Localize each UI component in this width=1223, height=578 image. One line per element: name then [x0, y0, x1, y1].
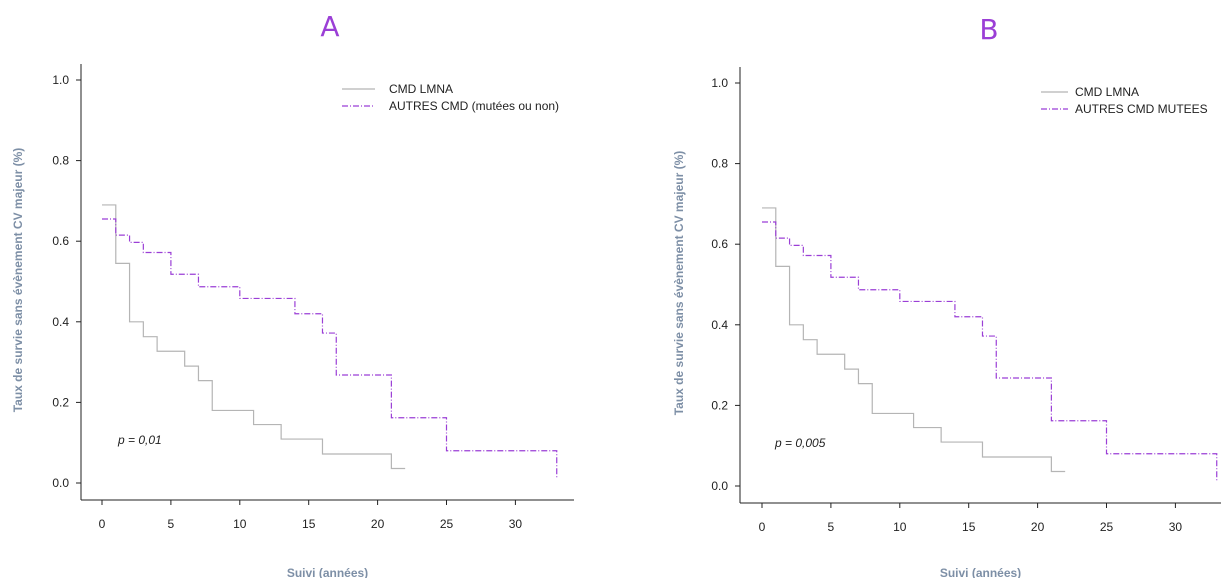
x-tick-label: 10 [893, 520, 907, 534]
x-tick-label: 5 [168, 517, 175, 531]
x-tick-label: 30 [1169, 520, 1183, 534]
y-tick-label: 0.6 [52, 234, 69, 248]
x-tick-label: 10 [233, 517, 247, 531]
x-tick-label: 15 [302, 517, 316, 531]
y-tick-label: 0.8 [711, 157, 728, 171]
legend-label: CMD LMNA [1075, 85, 1139, 99]
x-tick-label: 5 [828, 520, 835, 534]
panel-title: A [320, 10, 339, 43]
p-value-annotation: p = 0,005 [774, 436, 826, 450]
y-tick-label: 0.0 [711, 479, 728, 493]
legend-label: CMD LMNA [389, 82, 453, 96]
y-tick-label: 0.2 [52, 395, 69, 409]
series-lmna-line [762, 207, 1066, 473]
x-tick-label: 30 [509, 517, 523, 531]
y-tick-label: 0.8 [52, 154, 69, 168]
x-tick-label: 15 [962, 520, 976, 534]
chart-panel-b: B 0.0 0.2 0.4 0.6 0.8 1.0 0 5 10 15 20 25 30 Suivi (an… [672, 13, 1221, 578]
chart-panel-a: A 0.0 0.2 0.4 0.6 0.8 1.0 0 5 10 15 20 25 30 Suivi (an… [11, 10, 574, 578]
x-axis-title: Suivi (années) [287, 566, 368, 578]
x-tick-label: 0 [99, 517, 106, 531]
x-tick-label: 20 [1031, 520, 1045, 534]
x-tick-label: 20 [371, 517, 385, 531]
y-tick-label: 0.4 [711, 318, 728, 332]
y-tick-label: 0.2 [711, 398, 728, 412]
p-value-annotation: p = 0,01 [117, 433, 162, 447]
x-tick-label: 25 [440, 517, 454, 531]
legend-label: AUTRES CMD (mutées ou non) [389, 99, 559, 113]
y-tick-label: 0.4 [52, 315, 69, 329]
x-tick-label: 0 [759, 520, 766, 534]
y-tick-label: 0.6 [711, 237, 728, 251]
y-axis-title: Taux de survie sans évènement CV majeur … [11, 148, 25, 413]
y-tick-label: 0.0 [52, 476, 69, 490]
legend-label: AUTRES CMD MUTEES [1075, 102, 1208, 116]
x-axis-title: Suivi (années) [940, 566, 1021, 578]
y-tick-label: 1.0 [52, 73, 69, 87]
series-other-line [762, 221, 1218, 482]
panel-title: B [979, 13, 998, 46]
series-other-line [102, 218, 558, 479]
series-lmna-line [102, 204, 406, 470]
x-tick-label: 25 [1100, 520, 1114, 534]
y-tick-label: 1.0 [711, 76, 728, 90]
y-axis-title: Taux de survie sans évènement CV majeur … [672, 151, 686, 416]
